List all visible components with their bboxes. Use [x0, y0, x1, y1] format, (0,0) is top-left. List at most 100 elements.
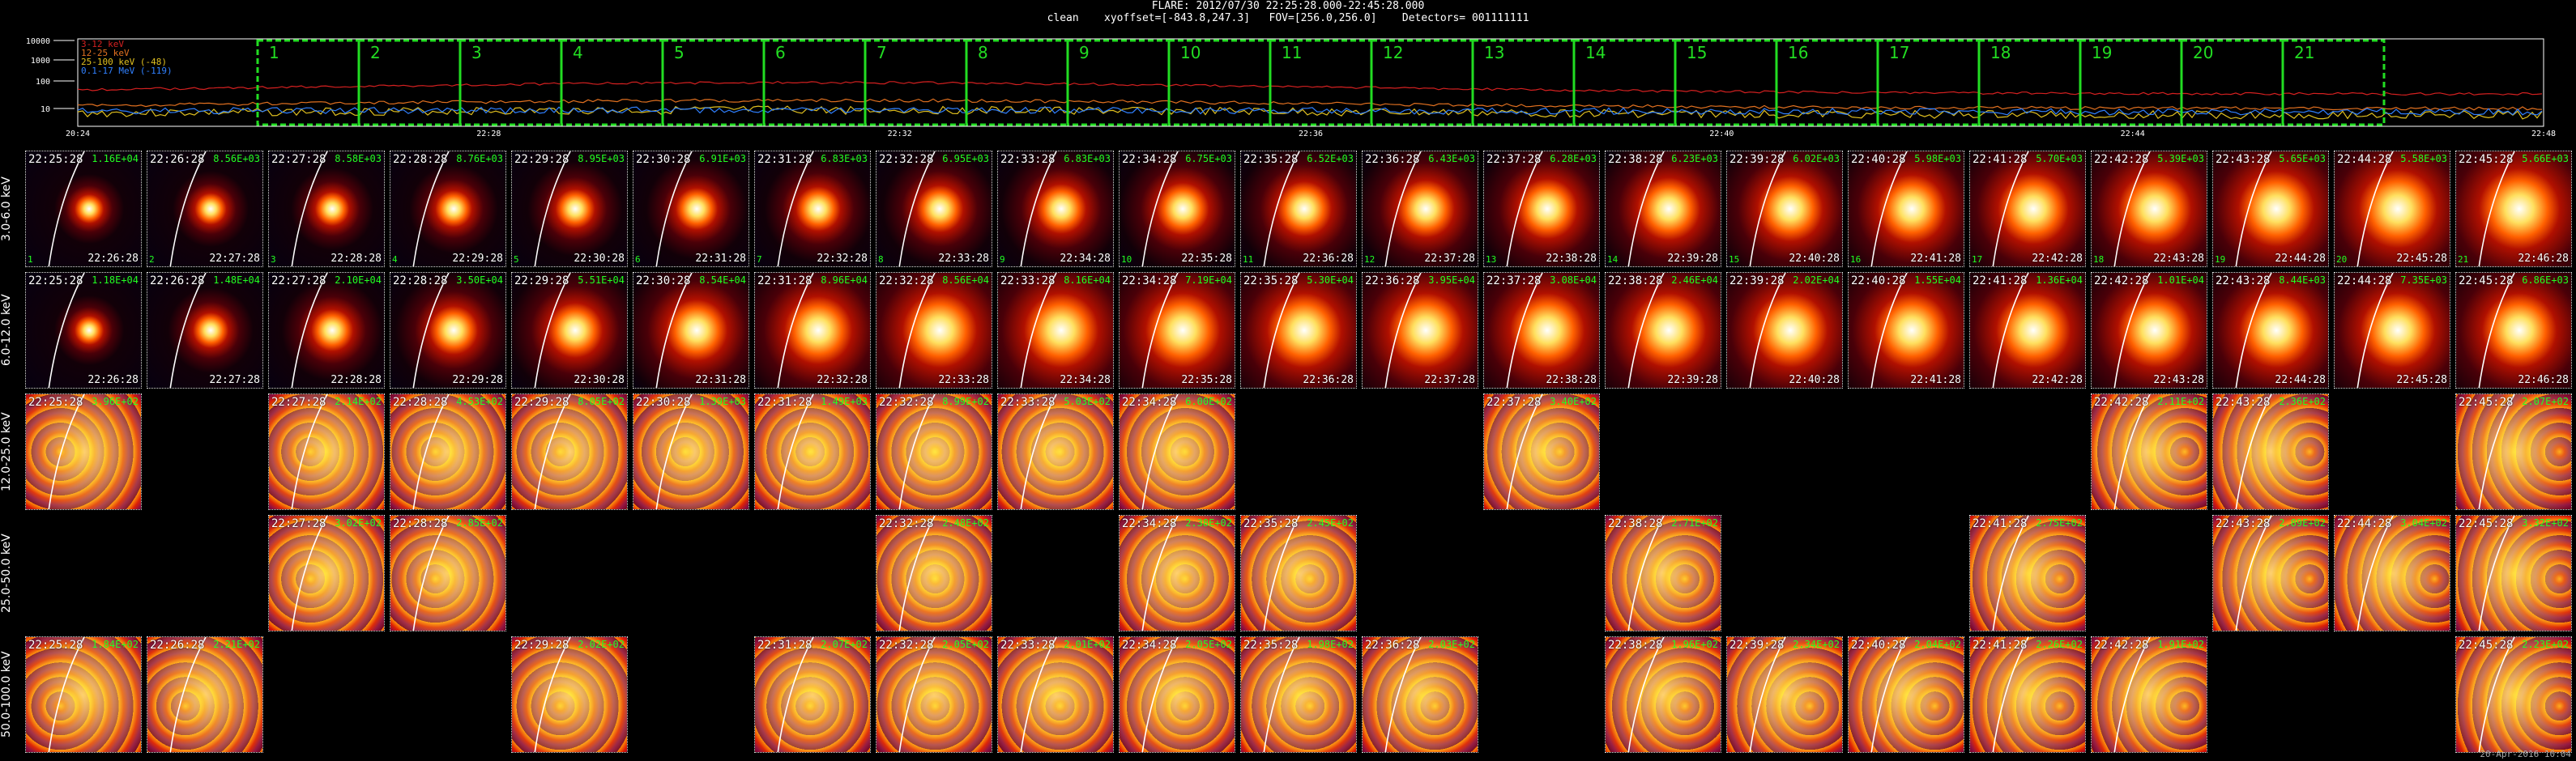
end-time-label: 22:44:28 [2275, 253, 2326, 265]
y-tick-label: 10000 [26, 37, 50, 46]
solar-limb-line [777, 273, 814, 388]
solar-limb-line [1263, 151, 1300, 266]
solar-limb-line [1627, 516, 1665, 631]
image-panel: 22:38:28 6.23E+03 22:39:28 14 [1605, 151, 1721, 267]
image-panel: 22:43:28 8.44E+03 22:44:28 [2212, 272, 2329, 389]
interval-box [1572, 39, 1677, 126]
source-image [1970, 637, 2085, 752]
interval-index-label: 13 [1486, 254, 1497, 265]
source-image [26, 151, 141, 266]
end-time-label: 22:35:28 [1181, 253, 1232, 265]
source-image [2092, 273, 2207, 388]
source-image [876, 394, 992, 509]
image-max-label: 1.91E+02 [2157, 639, 2204, 650]
end-time-label: 22:33:28 [938, 253, 989, 265]
source-image [1849, 273, 1964, 388]
source-image [2213, 151, 2328, 266]
image-panel: 22:41:28 1.36E+04 22:42:28 [1969, 272, 2086, 389]
image-max-label: 2.05E+02 [1185, 639, 1232, 650]
image-max-label: 5.51E+04 [578, 274, 625, 286]
image-panel: 22:37:28 3.08E+04 22:38:28 [1483, 272, 1600, 389]
end-time-label: 22:38:28 [1546, 374, 1597, 386]
image-panel: 22:26:28 8.56E+03 22:27:28 2 [147, 151, 263, 267]
start-time-label: 22:37:28 [1486, 153, 1542, 166]
start-time-label: 22:38:28 [1608, 274, 1663, 287]
solar-limb-line [777, 394, 814, 509]
solar-limb-line [48, 394, 85, 509]
source-image [1120, 516, 1235, 631]
image-panel: 22:28:28 3.50E+04 22:29:28 [390, 272, 506, 389]
end-time-label: 22:40:28 [1789, 253, 1840, 265]
source-image [1727, 637, 1842, 752]
solar-limb-line [48, 637, 85, 752]
interval-number: 11 [1282, 43, 1302, 62]
source-image [269, 516, 384, 631]
interval-index-label: 7 [757, 254, 762, 265]
solar-limb-line [48, 273, 85, 388]
start-time-label: 22:28:28 [393, 274, 448, 287]
source-image [1120, 151, 1235, 266]
image-panel: 22:36:28 3.95E+04 22:37:28 [1362, 272, 1478, 389]
end-time-label: 22:38:28 [1546, 253, 1597, 265]
image-panel: 22:42:28 2.11E+02 [2091, 393, 2207, 510]
image-panel: 22:26:28 2.21E+02 [147, 636, 263, 753]
solar-limb-line [1627, 273, 1665, 388]
image-max-label: 8.44E+03 [2279, 274, 2326, 286]
image-max-label: 1.01E+04 [2157, 274, 2204, 286]
interval-index-label: 16 [1850, 254, 1862, 265]
interval-box [1167, 39, 1272, 126]
solar-limb-line [291, 394, 328, 509]
source-image [1606, 151, 1721, 266]
solar-limb-line [1384, 151, 1422, 266]
interval-box [2079, 39, 2183, 126]
image-max-label: 3.40E+02 [1550, 396, 1597, 407]
source-image [269, 273, 384, 388]
image-panel: 22:28:28 4.53E+02 [390, 393, 506, 510]
start-time-label: 22:27:28 [271, 517, 326, 530]
solar-limb-line [1141, 394, 1179, 509]
start-time-label: 22:33:28 [1000, 153, 1056, 166]
solar-limb-line [534, 637, 571, 752]
image-panel: 22:34:28 6.75E+03 22:35:28 10 [1119, 151, 1235, 267]
start-time-label: 22:27:28 [271, 396, 326, 409]
start-time-label: 22:36:28 [1365, 639, 1420, 652]
start-time-label: 22:37:28 [1486, 396, 1542, 409]
interval-number: 4 [573, 43, 583, 62]
image-panel: 22:32:28 6.95E+03 22:33:28 8 [876, 151, 992, 267]
image-panel: 22:36:28 2.03E+02 [1362, 636, 1478, 753]
interval-number: 9 [1079, 43, 1090, 62]
image-panel: 22:41:28 2.26E+02 [1969, 636, 2086, 753]
y-tick-label: 100 [36, 78, 50, 87]
start-time-label: 22:34:28 [1122, 274, 1177, 287]
solar-limb-line [534, 394, 571, 509]
start-time-label: 22:28:28 [393, 396, 448, 409]
source-image [998, 151, 1113, 266]
image-max-label: 2.34E+02 [1793, 639, 1840, 650]
start-time-label: 22:28:28 [393, 153, 448, 166]
source-image [1484, 273, 1599, 388]
energy-band-label: 6.0-12.0 keV [0, 294, 13, 367]
image-panel: 22:45:28 6.86E+03 22:46:28 [2455, 272, 2572, 389]
solar-limb-line [1992, 637, 2029, 752]
interval-index-label: 5 [514, 254, 519, 265]
image-max-label: 2.48E+02 [942, 517, 989, 529]
imaging-params: clean xyoffset=[-843.8,247.3] FOV=[256.0… [1047, 12, 1529, 24]
interval-index-label: 19 [2215, 254, 2226, 265]
start-time-label: 22:30:28 [636, 153, 691, 166]
image-panel: 22:37:28 3.40E+02 [1483, 393, 1600, 510]
start-time-label: 22:44:28 [2337, 153, 2392, 166]
source-image [1120, 273, 1235, 388]
image-max-label: 5.65E+03 [2279, 153, 2326, 164]
start-time-label: 22:29:28 [514, 153, 569, 166]
solar-limb-line [2235, 273, 2272, 388]
source-image [1120, 637, 1235, 752]
image-panel: 22:39:28 6.02E+03 22:40:28 15 [1726, 151, 1843, 267]
source-image [2092, 394, 2207, 509]
source-image [1970, 516, 2085, 631]
image-max-label: 2.26E+02 [2036, 639, 2083, 650]
source-image [998, 394, 1113, 509]
image-panel: 22:42:28 1.91E+02 [2091, 636, 2207, 753]
end-time-label: 22:37:28 [1424, 374, 1475, 386]
start-time-label: 22:29:28 [514, 639, 569, 652]
solar-limb-line [2478, 516, 2515, 631]
